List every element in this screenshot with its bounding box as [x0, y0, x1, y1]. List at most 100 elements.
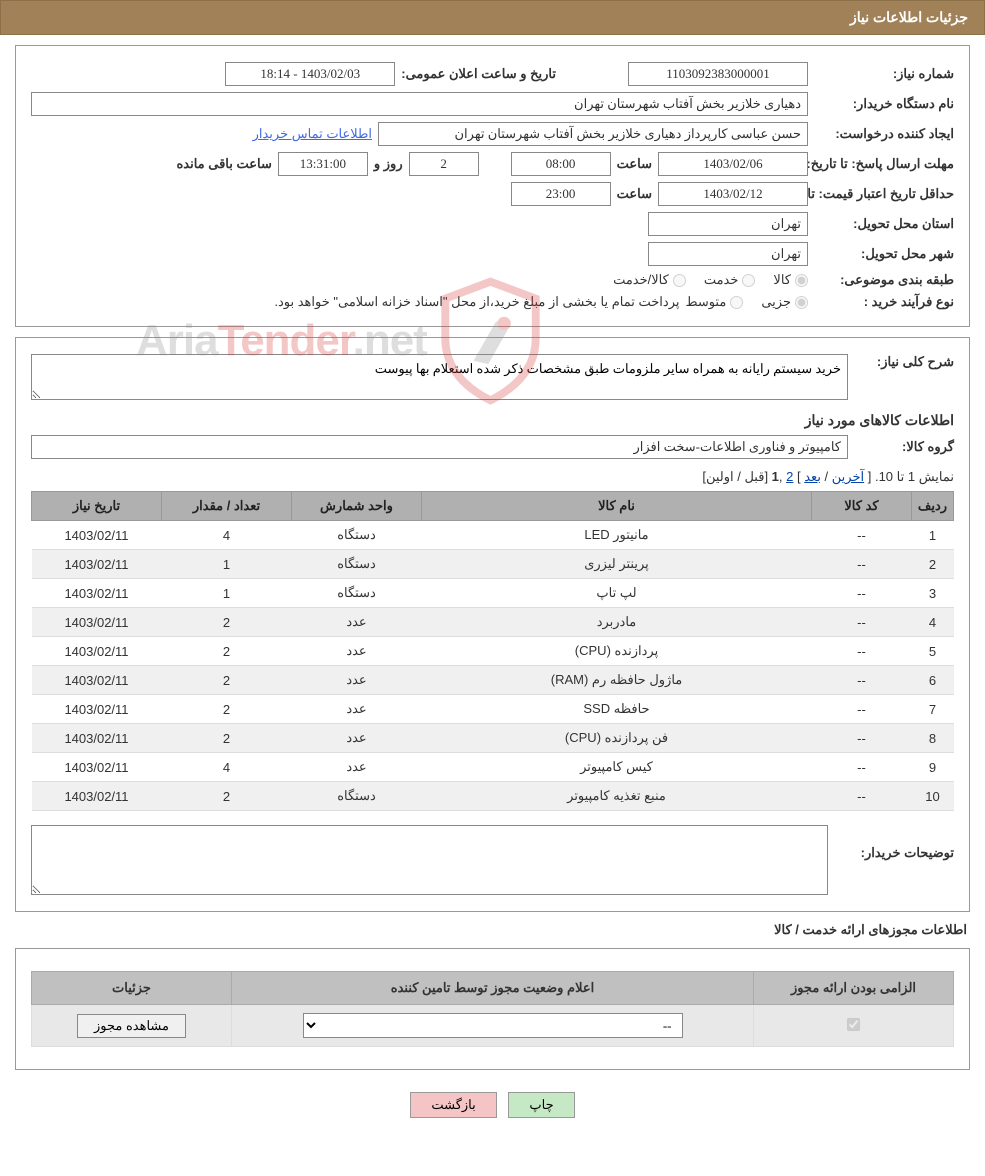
back-button[interactable]: بازگشت: [410, 1092, 496, 1118]
table-cell: دستگاه: [292, 521, 422, 550]
license-row: -- مشاهده مجوز: [32, 1005, 954, 1047]
table-cell: 1403/02/11: [32, 637, 162, 666]
table-row: 9--کیس کامپیوترعدد41403/02/11: [32, 753, 954, 782]
table-cell: --: [812, 521, 912, 550]
col-name: نام کالا: [422, 492, 812, 521]
table-row: 6--ماژول حافظه رم (RAM)عدد21403/02/11: [32, 666, 954, 695]
pagination: نمایش 1 تا 10. [ آخرین / بعد ] 2 ,1 [قبل…: [31, 469, 954, 485]
city-field: تهران: [648, 242, 808, 266]
announce-label: تاریخ و ساعت اعلان عمومی:: [401, 66, 556, 82]
table-cell: 4: [162, 521, 292, 550]
table-row: 1--مانیتور LEDدستگاه41403/02/11: [32, 521, 954, 550]
table-cell: مادربرد: [422, 608, 812, 637]
col-date: تاریخ نیاز: [32, 492, 162, 521]
table-cell: عدد: [292, 666, 422, 695]
table-cell: عدد: [292, 695, 422, 724]
province-field: تهران: [648, 212, 808, 236]
need-number-label: شماره نیاز:: [814, 66, 954, 82]
category-radio-group: کالا خدمت کالا/خدمت: [613, 272, 808, 288]
deadline-label: مهلت ارسال پاسخ: تا تاریخ:: [814, 156, 954, 172]
radio-partial[interactable]: جزیی: [761, 294, 808, 310]
category-label: طبقه بندی موضوعی:: [814, 272, 954, 288]
lic-col-details: جزئیات: [32, 972, 232, 1005]
info-panel: AriaTender.net شماره نیاز: 1103092383000…: [15, 45, 970, 327]
table-cell: --: [812, 637, 912, 666]
table-cell: 1403/02/11: [32, 782, 162, 811]
radio-medium[interactable]: متوسط: [685, 294, 743, 310]
table-cell: 1: [162, 579, 292, 608]
table-cell: 1403/02/11: [32, 666, 162, 695]
group-label: گروه کالا:: [854, 439, 954, 455]
radio-both[interactable]: کالا/خدمت: [613, 272, 686, 288]
col-unit: واحد شمارش: [292, 492, 422, 521]
table-cell: 2: [162, 608, 292, 637]
table-row: 2--پرینتر لیزریدستگاه11403/02/11: [32, 550, 954, 579]
time-label-2: ساعت: [617, 186, 652, 202]
table-cell: --: [812, 608, 912, 637]
table-cell: --: [812, 753, 912, 782]
table-cell: 2: [162, 782, 292, 811]
province-label: استان محل تحویل:: [814, 216, 954, 232]
radio-goods[interactable]: کالا: [773, 272, 808, 288]
announce-field: 1403/02/03 - 18:14: [225, 62, 395, 86]
status-select[interactable]: --: [303, 1013, 683, 1038]
col-qty: تعداد / مقدار: [162, 492, 292, 521]
overview-textarea[interactable]: [31, 354, 848, 400]
table-cell: عدد: [292, 753, 422, 782]
pg-current: 1: [772, 469, 779, 484]
col-row: ردیف: [912, 492, 954, 521]
table-cell: 1403/02/11: [32, 521, 162, 550]
radio-service[interactable]: خدمت: [704, 272, 756, 288]
group-field: کامپیوتر و فناوری اطلاعات-سخت افزار: [31, 435, 848, 459]
time-label-1: ساعت: [617, 156, 652, 172]
table-cell: --: [812, 579, 912, 608]
table-cell: 6: [912, 666, 954, 695]
button-row: چاپ بازگشت: [0, 1080, 985, 1130]
table-row: 4--مادربردعدد21403/02/11: [32, 608, 954, 637]
city-label: شهر محل تحویل:: [814, 246, 954, 262]
table-cell: مانیتور LED: [422, 521, 812, 550]
days-remaining-field: 2: [409, 152, 479, 176]
table-cell: 2: [162, 637, 292, 666]
table-row: 5--پردازنده (CPU)عدد21403/02/11: [32, 637, 954, 666]
table-cell: 1403/02/11: [32, 608, 162, 637]
table-cell: دستگاه: [292, 782, 422, 811]
details-panel: شرح کلی نیاز: اطلاعات کالاهای مورد نیاز …: [15, 337, 970, 912]
buyer-notes-textarea[interactable]: [31, 825, 828, 895]
table-row: 7--حافظه SSDعدد21403/02/11: [32, 695, 954, 724]
table-cell: 2: [162, 666, 292, 695]
process-radio-group: جزیی متوسط: [685, 294, 808, 310]
table-cell: 1403/02/11: [32, 579, 162, 608]
pg-last-link[interactable]: آخرین: [832, 469, 864, 484]
table-cell: پردازنده (CPU): [422, 637, 812, 666]
table-cell: --: [812, 695, 912, 724]
validity-time-field: 23:00: [511, 182, 611, 206]
pg-next-link[interactable]: بعد: [804, 469, 821, 484]
license-panel: الزامی بودن ارائه مجوز اعلام وضعیت مجوز …: [15, 948, 970, 1070]
view-license-button[interactable]: مشاهده مجوز: [77, 1014, 186, 1038]
col-code: کد کالا: [812, 492, 912, 521]
validity-date-field: 1403/02/12: [658, 182, 808, 206]
deadline-time-field: 08:00: [511, 152, 611, 176]
table-cell: کیس کامپیوتر: [422, 753, 812, 782]
buyer-org-label: نام دستگاه خریدار:: [814, 96, 954, 112]
table-cell: 1403/02/11: [32, 724, 162, 753]
days-label: روز و: [374, 156, 403, 172]
table-cell: عدد: [292, 608, 422, 637]
lic-col-status: اعلام وضعیت مجوز توسط تامین کننده: [232, 972, 754, 1005]
table-cell: 1403/02/11: [32, 550, 162, 579]
mandatory-checkbox: [847, 1018, 860, 1031]
process-label: نوع فرآیند خرید :: [814, 294, 954, 310]
table-header-row: ردیف کد کالا نام کالا واحد شمارش تعداد /…: [32, 492, 954, 521]
lic-col-mandatory: الزامی بودن ارائه مجوز: [754, 972, 954, 1005]
table-cell: ماژول حافظه رم (RAM): [422, 666, 812, 695]
table-cell: 1: [912, 521, 954, 550]
table-cell: دستگاه: [292, 550, 422, 579]
table-cell: منبع تغذیه کامپیوتر: [422, 782, 812, 811]
table-cell: فن پردازنده (CPU): [422, 724, 812, 753]
validity-label: حداقل تاریخ اعتبار قیمت: تا تاریخ:: [814, 186, 954, 202]
buyer-org-field: دهیاری خلازیر بخش آفتاب شهرستان تهران: [31, 92, 808, 116]
print-button[interactable]: چاپ: [508, 1092, 574, 1118]
contact-link[interactable]: اطلاعات تماس خریدار: [253, 126, 372, 142]
table-cell: 2: [912, 550, 954, 579]
